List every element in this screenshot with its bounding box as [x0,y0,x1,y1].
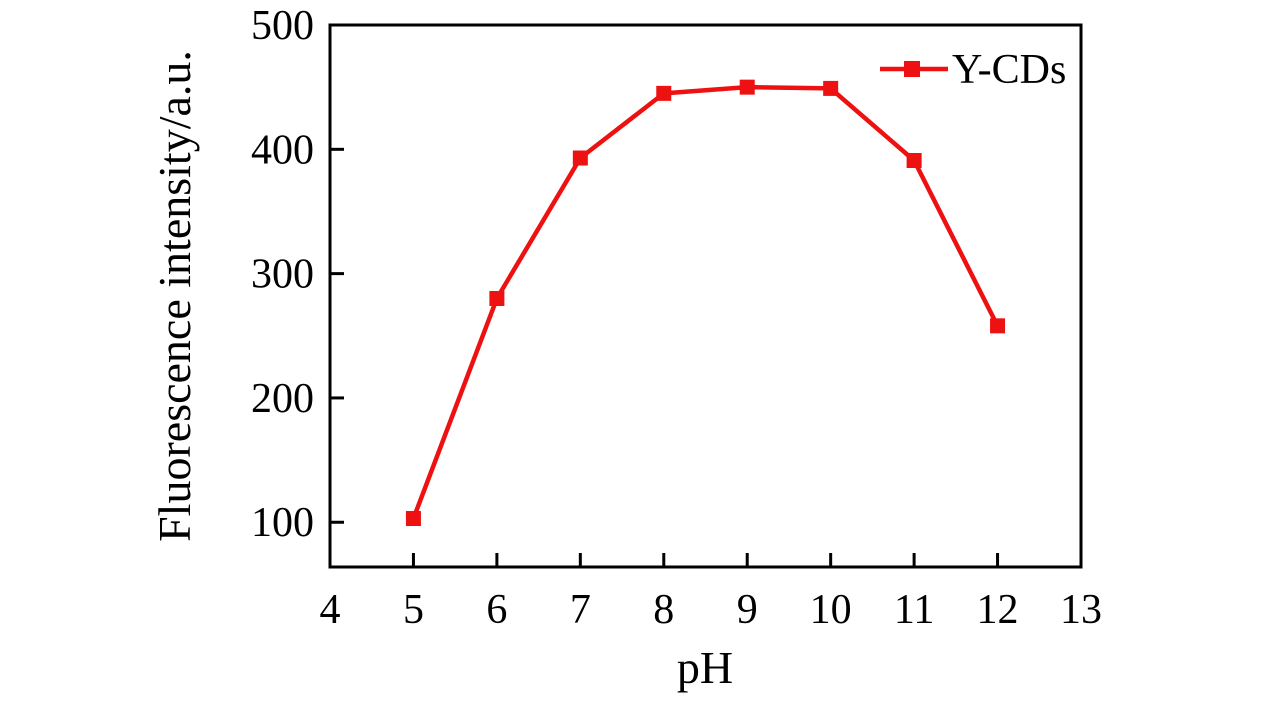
x-tick-label: 7 [570,587,591,633]
y-tick-label: 400 [251,127,314,173]
data-point-marker [572,150,588,166]
y-tick-label: 500 [251,3,314,49]
series-line [411,84,1000,520]
data-point-marker [990,318,1006,334]
y-axis-title: Fluorescence intensity/a.u. [149,50,200,542]
data-series [405,79,1006,527]
x-tick-label: 11 [894,587,934,633]
axes-layer: 4 5 6 7 8 9 10 11 12 13 100 200 300 400 500 [251,3,1102,633]
y-tick-label: 200 [251,376,314,422]
data-point-marker [405,511,421,527]
legend-label: Y-CDs [952,47,1066,93]
x-tick-label: 8 [653,587,674,633]
x-tick-label: 9 [737,587,758,633]
data-point-marker [739,79,755,95]
x-tick-label: 5 [403,587,424,633]
x-tick-label: 4 [320,587,341,633]
x-tick-label: 13 [1060,587,1102,633]
y-tick-label: 300 [251,252,314,298]
x-axis-title: pH [677,642,733,693]
x-tick-label: 12 [977,587,1019,633]
x-tick-label: 10 [810,587,852,633]
data-point-marker [656,85,672,101]
x-tick-label: 6 [486,587,507,633]
y-tick-label: 100 [251,500,314,546]
data-point-marker [906,153,922,168]
plot-border [328,23,1083,569]
data-point-marker [489,290,505,306]
data-point-marker [823,80,839,96]
legend-marker-icon [904,61,920,77]
legend: Y-CDs [880,47,1066,93]
